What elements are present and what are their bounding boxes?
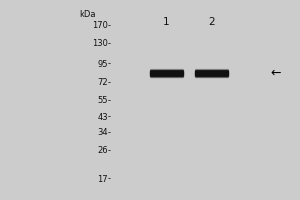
Text: 26: 26 [98, 146, 108, 155]
Text: -: - [108, 128, 111, 137]
Text: -: - [108, 39, 111, 48]
Text: ←: ← [270, 67, 280, 80]
Text: -: - [108, 60, 111, 69]
Text: 130: 130 [92, 39, 108, 48]
Text: -: - [108, 146, 111, 155]
Text: -: - [108, 175, 111, 184]
Text: -: - [108, 21, 111, 30]
Text: -: - [108, 78, 111, 87]
Text: 1: 1 [163, 17, 170, 27]
Text: 72: 72 [98, 78, 108, 87]
Text: 34: 34 [98, 128, 108, 137]
Text: kDa: kDa [79, 10, 95, 19]
Text: 43: 43 [98, 113, 108, 122]
Text: -: - [108, 96, 111, 105]
Text: 95: 95 [98, 60, 108, 69]
Text: -: - [108, 113, 111, 122]
Text: 2: 2 [208, 17, 215, 27]
Text: 55: 55 [98, 96, 108, 105]
Text: 170: 170 [92, 21, 108, 30]
Text: 17: 17 [98, 175, 108, 184]
